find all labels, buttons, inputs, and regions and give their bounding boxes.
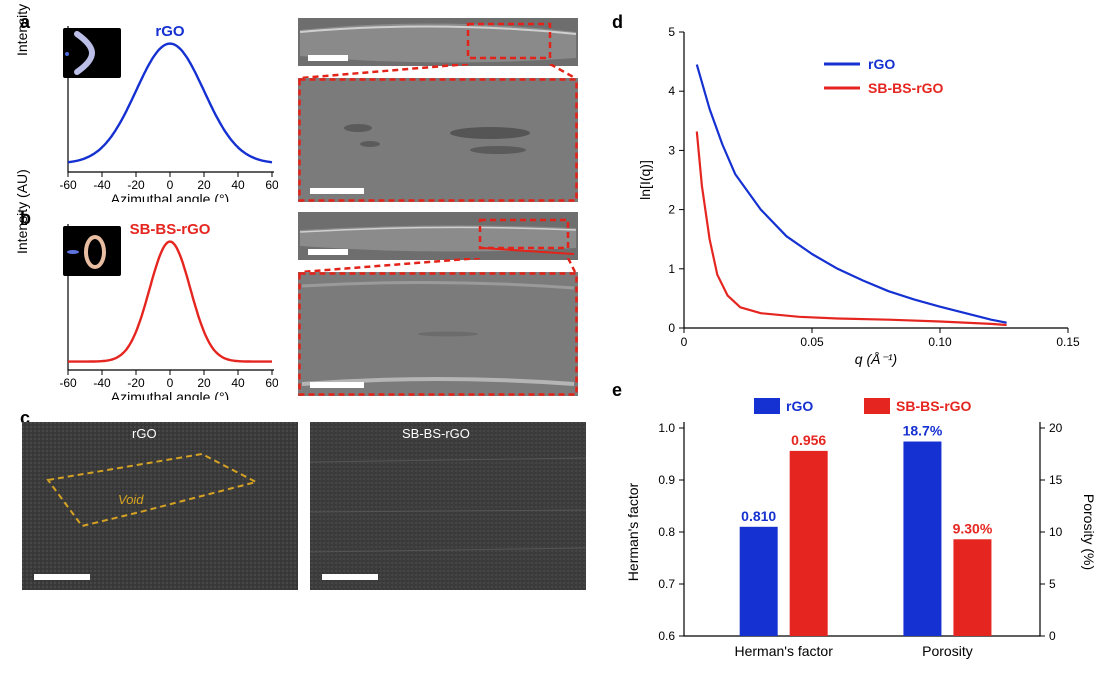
svg-text:SB-BS-rGO: SB-BS-rGO	[896, 398, 972, 414]
svg-text:2: 2	[668, 203, 675, 217]
svg-text:q (Å⁻¹): q (Å⁻¹)	[855, 351, 897, 367]
svg-text:40: 40	[231, 376, 245, 390]
svg-text:15: 15	[1049, 473, 1063, 487]
sem-a-zoom	[298, 78, 578, 202]
svg-text:0.10: 0.10	[928, 335, 952, 349]
sem-a-cross	[298, 18, 578, 66]
svg-text:0.6: 0.6	[658, 629, 675, 643]
svg-text:3: 3	[668, 143, 675, 157]
svg-text:20: 20	[197, 376, 211, 390]
svg-text:0.05: 0.05	[800, 335, 824, 349]
scale-bar-icon	[308, 249, 348, 255]
svg-text:4: 4	[668, 84, 675, 98]
svg-text:0.810: 0.810	[741, 508, 776, 524]
svg-text:0: 0	[167, 178, 174, 192]
svg-text:rGO: rGO	[868, 56, 895, 72]
svg-text:0.8: 0.8	[658, 525, 675, 539]
sem-b-cross	[298, 212, 578, 260]
panel-d-chart: 0 0.05 0.10 0.15 0 1 2 3 4 5 q (Å⁻¹) ln[I(q)] rGO SB-…	[634, 22, 1094, 372]
svg-text:SB-BS-rGO: SB-BS-rGO	[130, 221, 211, 238]
waxs-inset-b	[63, 226, 121, 276]
svg-text:60: 60	[265, 376, 278, 390]
svg-text:-20: -20	[127, 376, 145, 390]
svg-text:20: 20	[197, 178, 211, 192]
svg-text:Porosity (%): Porosity (%)	[1081, 494, 1097, 570]
svg-text:0.9: 0.9	[658, 473, 675, 487]
scale-bar-icon	[310, 188, 364, 194]
svg-text:Herman's factor: Herman's factor	[734, 643, 833, 659]
svg-text:1.0: 1.0	[658, 421, 675, 435]
svg-text:0.7: 0.7	[658, 577, 675, 591]
svg-text:0: 0	[167, 376, 174, 390]
svg-text:ln[I(q)]: ln[I(q)]	[637, 160, 653, 200]
svg-text:Porosity: Porosity	[922, 643, 973, 659]
svg-text:0: 0	[1049, 629, 1056, 643]
svg-text:-60: -60	[60, 178, 77, 192]
svg-text:Herman's factor: Herman's factor	[625, 482, 641, 581]
svg-text:rGO: rGO	[155, 23, 185, 40]
sem-b-zoom	[298, 272, 578, 396]
svg-text:20: 20	[1049, 421, 1063, 435]
svg-text:1: 1	[668, 262, 675, 276]
figure-root: a b c d e -60-40-200204060Azimuthal angl…	[0, 0, 1106, 692]
sem-c-right-label: SB-BS-rGO	[402, 426, 470, 441]
svg-text:0: 0	[681, 335, 688, 349]
scale-bar-icon	[34, 574, 90, 580]
sem-c-right: SB-BS-rGO	[310, 422, 586, 590]
svg-text:-20: -20	[127, 178, 145, 192]
svg-text:-40: -40	[93, 376, 111, 390]
panel-b-ylabel: Intensity (AU)	[14, 169, 30, 254]
scale-bar-icon	[322, 574, 378, 580]
svg-text:5: 5	[1049, 577, 1056, 591]
svg-text:0.15: 0.15	[1056, 335, 1080, 349]
sem-c-left-label: rGO	[132, 426, 157, 441]
panel-a-ylabel: Intensity (AU)	[14, 0, 30, 56]
svg-text:rGO: rGO	[786, 398, 813, 414]
svg-text:SB-BS-rGO: SB-BS-rGO	[868, 80, 944, 96]
svg-text:5: 5	[668, 25, 675, 39]
waxs-inset-a	[63, 28, 121, 78]
svg-text:9.30%: 9.30%	[953, 520, 993, 536]
scale-bar-icon	[310, 382, 364, 388]
sem-c-void-label: Void	[118, 492, 144, 507]
svg-text:-40: -40	[93, 178, 111, 192]
panel-label-d: d	[612, 12, 623, 33]
svg-text:Azimuthal angle (°): Azimuthal angle (°)	[111, 191, 229, 202]
svg-text:-60: -60	[60, 376, 77, 390]
svg-text:10: 10	[1049, 525, 1063, 539]
svg-text:40: 40	[231, 178, 245, 192]
sem-c-left: rGO Void	[22, 422, 298, 590]
svg-text:0: 0	[668, 321, 675, 335]
panel-e-chart: 0.6 0.7 0.8 0.9 1.0 Herman's factor 0 5 10 15 20 Po…	[620, 380, 1100, 690]
svg-text:18.7%: 18.7%	[903, 423, 943, 439]
svg-text:60: 60	[265, 178, 278, 192]
scale-bar-icon	[308, 55, 348, 61]
svg-text:0.956: 0.956	[791, 432, 826, 448]
svg-text:Azimuthal angle (°): Azimuthal angle (°)	[111, 389, 229, 400]
